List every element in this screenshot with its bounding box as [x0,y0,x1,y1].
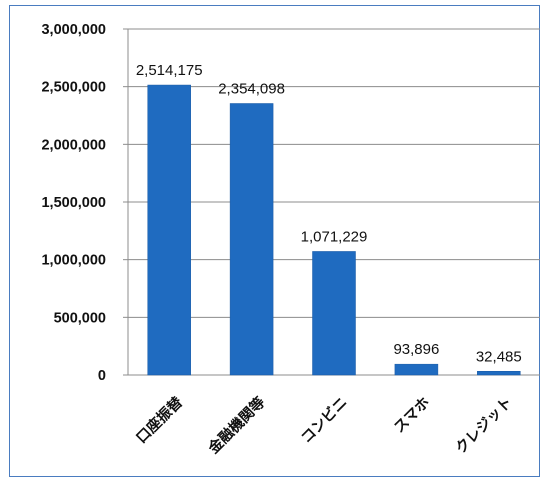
x-category-label: 金融機関等 [204,393,269,458]
x-category-label: クレジット [452,394,515,457]
y-tick-label: 3,000,000 [41,22,106,38]
bar-4 [394,363,439,376]
data-label: 93,896 [393,341,439,358]
bar-2 [229,103,274,376]
data-labels: 2,514,175 2,354,098 1,071,229 93,896 32,485 [136,62,522,365]
y-tick-label: 2,500,000 [41,80,106,96]
y-axis-tick-labels: 0 500,000 1,000,000 1,500,000 2,000,000 2,500… [41,22,106,384]
bar-3 [312,251,356,376]
chart-frame [9,5,540,477]
data-label: 1,071,229 [301,228,368,245]
y-tick-label: 1,500,000 [41,195,106,211]
x-category-label: スマホ [391,394,433,436]
data-label: 2,354,098 [218,80,285,97]
x-axis-category-labels: 口座振替 金融機関等 コンビニ スマホ クレジット [132,393,515,458]
y-tick-label: 1,000,000 [41,253,106,269]
bars [147,84,521,376]
x-category-label: コンビニ [298,394,351,447]
bar-1 [147,84,191,376]
y-tick-label: 0 [98,368,106,384]
data-label: 32,485 [476,348,522,365]
x-category-label: 口座振替 [132,393,186,447]
bar-5 [477,371,521,376]
y-tick-label: 500,000 [54,310,106,326]
gridlines [128,28,540,318]
y-tick-label: 2,000,000 [41,137,106,153]
data-label: 2,514,175 [136,62,203,79]
